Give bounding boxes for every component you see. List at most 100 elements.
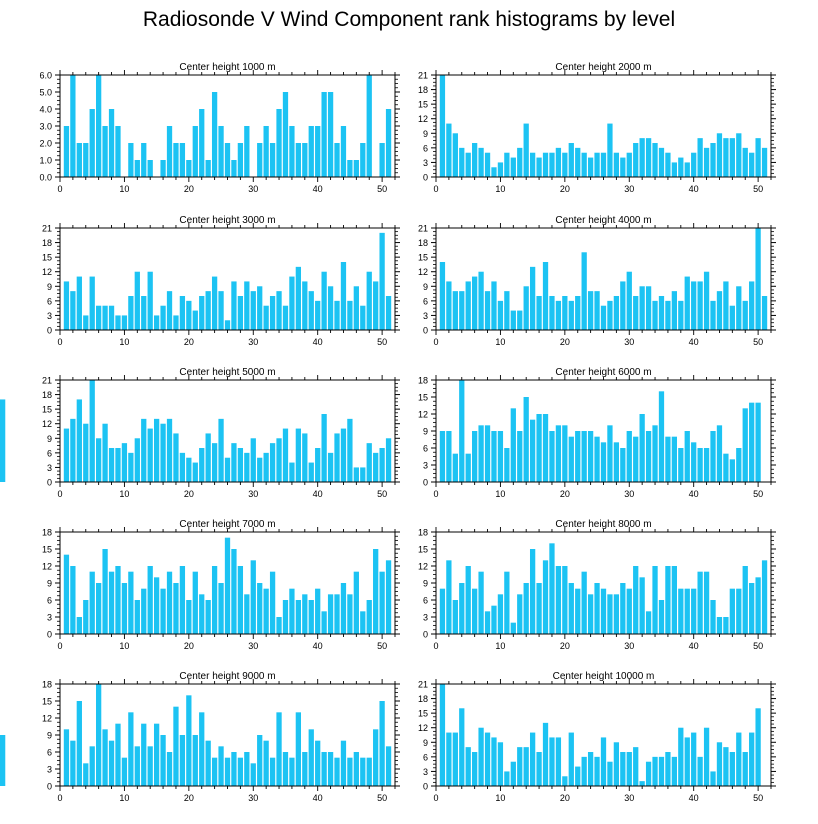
y-tick-label: 4.0 <box>39 105 52 115</box>
histogram-bar <box>639 781 645 786</box>
x-tick-label: 0 <box>57 793 62 803</box>
histogram-bar <box>736 732 742 786</box>
histogram-bar <box>755 138 761 177</box>
histogram-bar <box>231 752 237 786</box>
histogram-bar <box>465 747 471 786</box>
histogram-bar <box>723 281 729 330</box>
histogram-bar <box>446 281 452 330</box>
histogram-bar <box>192 571 198 634</box>
histogram-bar <box>523 286 529 330</box>
histogram-bar <box>295 266 301 330</box>
histogram-bar <box>581 571 587 634</box>
y-tick-label: 0 <box>423 630 428 640</box>
histogram-bar <box>121 315 128 330</box>
histogram-bar <box>134 271 140 330</box>
histogram-bar <box>749 732 755 786</box>
histogram-bar <box>166 752 173 786</box>
histogram-bar <box>581 252 587 330</box>
histogram-bar <box>459 380 465 482</box>
histogram-panel-4: Center height 4000 m 0 3 6 9 12 15 18 21 0 10 20 30 4… <box>418 215 776 347</box>
histogram-bar <box>510 157 516 177</box>
histogram-bar <box>70 566 76 634</box>
y-tick-label: 3 <box>47 765 52 775</box>
y-tick-label: 0.0 <box>39 173 52 183</box>
histogram-bar <box>108 448 115 482</box>
histogram-bar <box>716 617 723 634</box>
histogram-bar <box>83 600 89 634</box>
x-tick-label: 20 <box>184 489 194 499</box>
histogram-bar <box>302 752 308 786</box>
x-tick-label: 50 <box>377 184 387 194</box>
histogram-bar <box>89 276 95 330</box>
histogram-bar <box>439 431 446 482</box>
histogram-bar <box>446 560 452 634</box>
histogram-bar <box>353 286 359 330</box>
histogram-bar <box>334 143 340 177</box>
histogram-bar <box>315 126 321 177</box>
histogram-bar <box>439 684 446 786</box>
histogram-bar <box>70 291 76 330</box>
histogram-bar <box>340 583 347 634</box>
y-tick-label: 15 <box>418 100 428 110</box>
histogram-bar <box>645 138 652 177</box>
y-tick-label: 18 <box>418 694 428 704</box>
histogram-bar <box>373 729 379 786</box>
histogram-bar <box>620 448 626 482</box>
histogram-bar <box>459 291 465 330</box>
histogram-bar <box>465 281 471 330</box>
histogram-bar <box>315 448 321 482</box>
histogram-panel-5: Center height 5000 m 0 3 6 9 12 15 18 21 0 10 20 30 4… <box>0 367 400 499</box>
histogram-bar <box>523 747 529 786</box>
histogram-bar <box>276 438 282 482</box>
histogram-bar <box>484 291 491 330</box>
histogram-bar <box>613 442 620 482</box>
x-tick-label: 10 <box>119 184 129 194</box>
histogram-bar <box>276 291 282 330</box>
y-tick-label: 0 <box>47 630 52 640</box>
histogram-bar <box>83 315 89 330</box>
histogram-bar <box>205 600 211 634</box>
histogram-bar <box>555 147 562 177</box>
histogram-bar <box>160 423 166 482</box>
histogram-bar <box>186 160 192 177</box>
histogram-bar <box>173 315 179 330</box>
histogram-bar <box>250 438 256 482</box>
histogram-bar <box>237 296 244 330</box>
histogram-bar <box>166 126 173 177</box>
histogram-bar <box>96 305 102 330</box>
panel-title: Center height 1000 m <box>179 62 275 73</box>
histogram-bar <box>218 418 224 482</box>
histogram-bar <box>379 143 385 177</box>
histogram-bar <box>710 600 716 634</box>
x-tick-label: 30 <box>624 489 634 499</box>
histogram-bar <box>478 271 484 330</box>
histogram-bar <box>263 452 269 482</box>
x-tick-label: 40 <box>313 489 323 499</box>
histogram-bar <box>517 594 523 634</box>
histogram-bar <box>295 600 301 634</box>
histogram-bar <box>472 588 478 634</box>
x-tick-label: 40 <box>689 184 699 194</box>
x-tick-label: 40 <box>313 184 323 194</box>
histogram-bar <box>529 549 536 634</box>
histogram-bar <box>147 566 153 634</box>
histogram-bar <box>620 583 626 634</box>
histogram-bar <box>308 729 314 786</box>
histogram-bar <box>321 271 327 330</box>
y-tick-label: 18 <box>42 238 52 248</box>
histogram-bar <box>684 276 690 330</box>
histogram-bar <box>63 126 70 177</box>
histogram-bar <box>360 611 366 634</box>
histogram-bar <box>218 291 224 330</box>
y-tick-label: 6 <box>47 748 52 758</box>
histogram-bar <box>237 566 244 634</box>
y-tick-label: 6.0 <box>39 71 52 81</box>
histogram-bar <box>334 433 340 482</box>
x-tick-label: 50 <box>753 641 763 651</box>
histogram-bar <box>134 438 140 482</box>
histogram-bar <box>446 123 452 177</box>
histogram-bar <box>761 296 768 330</box>
histogram-bar <box>121 443 128 482</box>
histogram-bar <box>510 310 516 330</box>
histogram-bar <box>173 143 179 177</box>
